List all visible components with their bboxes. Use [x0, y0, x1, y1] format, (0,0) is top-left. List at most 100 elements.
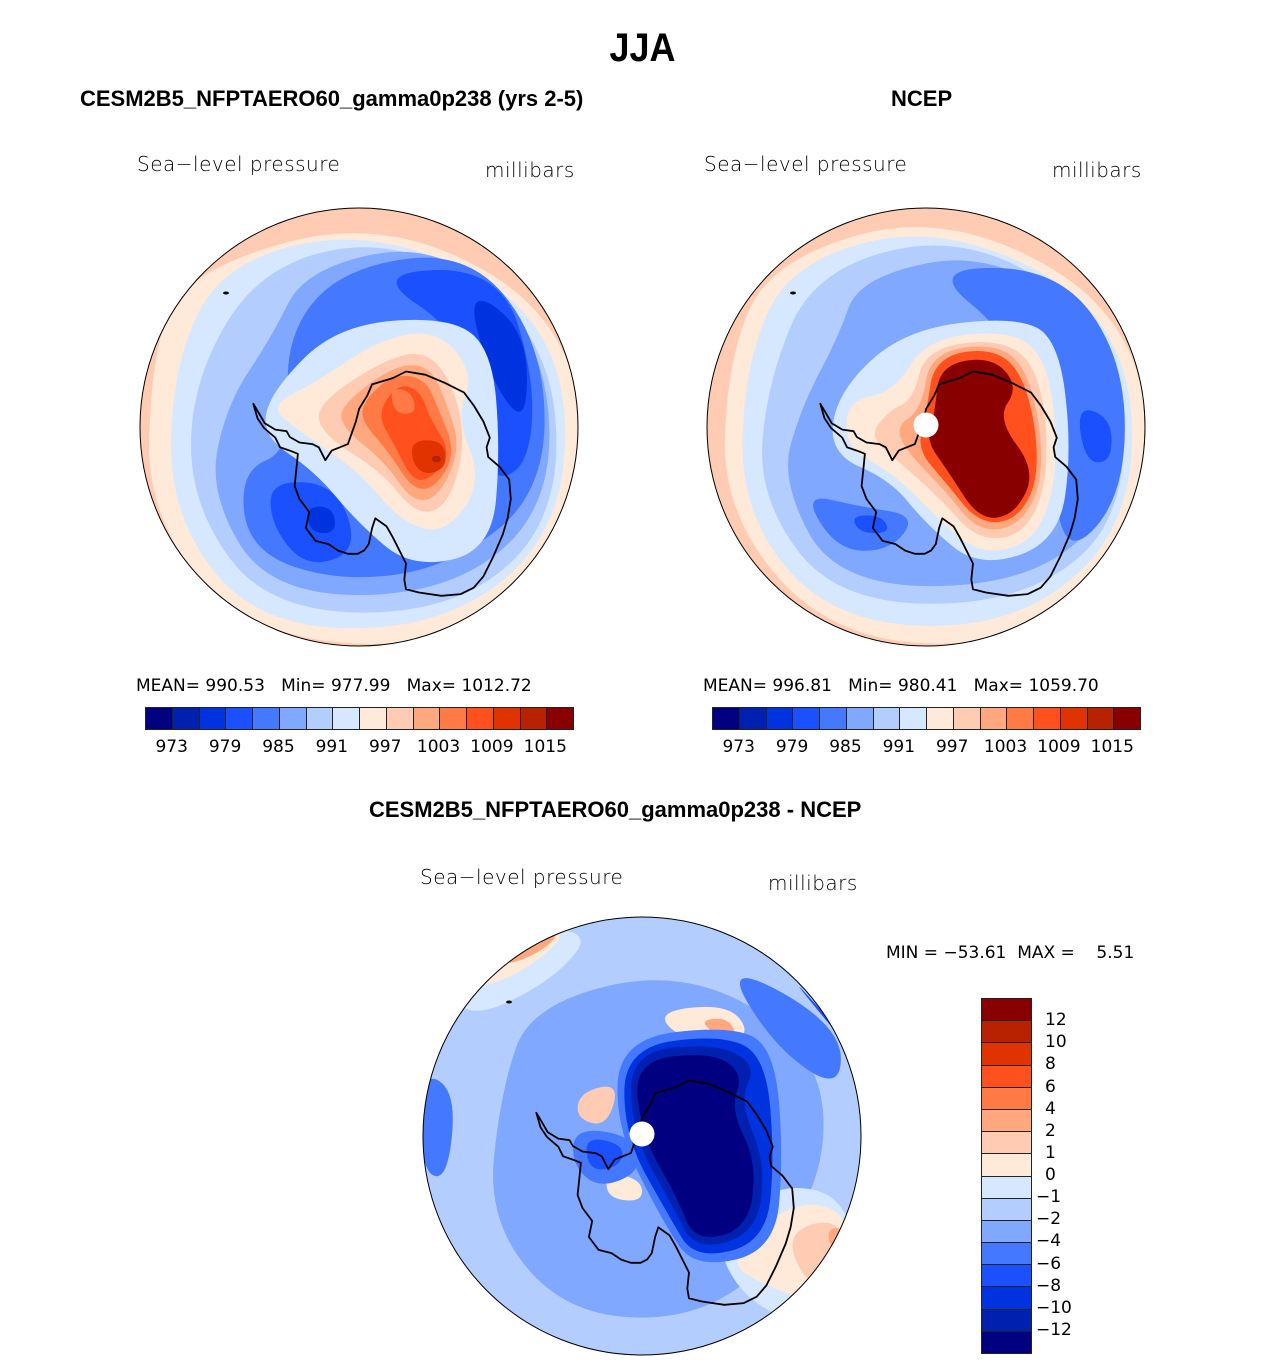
- colorbar-tick-label: −8: [1036, 1275, 1062, 1296]
- colorbar-tick-label: −12: [1036, 1319, 1072, 1340]
- colorbar-swatch: [846, 708, 874, 729]
- colorbar-tick-label: 997: [368, 737, 402, 757]
- contour-band: [577, 1086, 615, 1124]
- panel1-title: CESM2B5_NFPTAERO60_gamma0p238 (yrs 2-5): [80, 86, 584, 111]
- panel2-max-label: Max=: [973, 676, 1024, 696]
- contour-band: [637, 1055, 754, 1237]
- panel3-colorbar-ticks: 12 10 8 6 4 2 1 0 −1 −2 −4 −6 −8 −10 −12: [1036, 998, 1096, 1352]
- panel2-colorbar-ticks: 973 979 985 991 997 1003 1009 1015: [712, 737, 1139, 757]
- colorbar-tick-label: −2: [1036, 1209, 1062, 1230]
- colorbar-swatch: [493, 708, 521, 729]
- panel1-colorbar-ticks: 973 979 985 991 997 1003 1009 1015: [145, 737, 572, 757]
- contour-band: [929, 359, 1030, 518]
- panel2-title: NCEP: [891, 86, 953, 111]
- colorbar-tick-label: 973: [722, 737, 755, 757]
- colorbar-tick-label: 1009: [1037, 737, 1081, 757]
- colorbar-tick-label: 10: [1045, 1032, 1067, 1053]
- panel2-mean-label: MEAN=: [703, 676, 767, 696]
- contour-band: [412, 440, 446, 473]
- colorbar-swatch: [982, 1043, 1031, 1066]
- panel1-variable-label: Sea−level pressure: [137, 152, 341, 176]
- colorbar-swatch: [982, 1265, 1031, 1288]
- colorbar-swatch: [982, 1087, 1031, 1110]
- panel2-variable-label: Sea−level pressure: [704, 152, 908, 176]
- panel1-units-label: millibars: [485, 158, 575, 182]
- colorbar-swatch: [982, 1065, 1031, 1088]
- colorbar-swatch: [172, 708, 200, 729]
- antarctica-coastline: [819, 370, 1079, 597]
- panel2-stats: MEAN= 996.81 Min= 980.41 Max= 1059.70: [703, 676, 1099, 696]
- colorbar-tick-label: 1003: [983, 737, 1028, 757]
- contour-band: [854, 515, 888, 534]
- panel3-max-value: 5.51: [1096, 943, 1135, 963]
- colorbar-swatch: [467, 708, 494, 729]
- colorbar-swatch: [146, 708, 173, 729]
- panel2-max-value: 1059.70: [1028, 676, 1099, 696]
- panel1-min-value: 977.99: [330, 676, 391, 696]
- colorbar-swatch: [253, 708, 280, 729]
- island: [506, 1000, 512, 1004]
- colorbar-tick-label: 985: [262, 737, 295, 757]
- colorbar-swatch: [1087, 708, 1115, 729]
- panel3-min-value: −53.61: [943, 943, 1007, 963]
- colorbar-swatch: [982, 1331, 1031, 1353]
- colorbar-tick-label: 1015: [523, 737, 567, 757]
- colorbar-swatch: [820, 708, 847, 729]
- colorbar-tick-label: 979: [208, 737, 242, 757]
- colorbar-tick-label: 8: [1045, 1054, 1056, 1075]
- pole-mask: [629, 1121, 655, 1147]
- colorbar-swatch: [739, 708, 767, 729]
- panel3-variable-label: Sea−level pressure: [420, 865, 624, 889]
- figure-title: JJA: [609, 26, 676, 70]
- panel1-mean-value: 990.53: [205, 676, 265, 696]
- colorbar-swatch: [873, 708, 901, 729]
- colorbar-tick-label: 1003: [416, 737, 461, 757]
- panel2-min-label: Min=: [848, 676, 893, 696]
- panel2-min-value: 980.41: [897, 676, 958, 696]
- panel3-stats: MIN = −53.61 MAX = 5.51: [886, 943, 1134, 963]
- colorbar-tick-label: 1009: [470, 737, 514, 757]
- colorbar-tick-label: 4: [1045, 1098, 1056, 1119]
- antarctica-coastline: [535, 1079, 795, 1306]
- contour-band: [739, 978, 841, 1079]
- colorbar-tick-label: 991: [882, 737, 916, 757]
- panel1-map: [139, 207, 579, 647]
- colorbar-tick-label: 1015: [1090, 737, 1134, 757]
- colorbar-swatch: [982, 1176, 1031, 1199]
- contour-band: [391, 389, 415, 414]
- colorbar-tick-label: 973: [155, 737, 188, 757]
- colorbar-swatch: [766, 708, 794, 729]
- panel1-min-label: Min=: [281, 676, 326, 696]
- colorbar-tick-label: 6: [1045, 1076, 1056, 1097]
- panel1-stats: MEAN= 990.53 Min= 977.99 Max= 1012.72: [136, 676, 532, 696]
- colorbar-swatch: [982, 1243, 1031, 1266]
- colorbar-tick-label: 979: [775, 737, 809, 757]
- map-boundary: [706, 207, 1146, 647]
- panel2-map: [706, 207, 1146, 647]
- colorbar-swatch: [1034, 708, 1061, 729]
- colorbar-swatch: [440, 708, 467, 729]
- colorbar-tick-label: −1: [1036, 1187, 1062, 1208]
- panel3-max-label: MAX =: [1017, 943, 1075, 963]
- colorbar-swatch: [520, 708, 548, 729]
- panel1-colorbar: [145, 707, 574, 730]
- colorbar-swatch: [900, 708, 927, 729]
- colorbar-swatch: [226, 708, 253, 729]
- colorbar-swatch: [1114, 708, 1140, 729]
- panel2-colorbar: [712, 707, 1141, 730]
- colorbar-tick-label: −4: [1036, 1231, 1062, 1252]
- contour-band: [431, 455, 441, 463]
- map-boundary: [139, 207, 579, 647]
- colorbar-swatch: [927, 708, 954, 729]
- colorbar-swatch: [547, 708, 573, 729]
- colorbar-swatch: [199, 708, 227, 729]
- panel3-title: CESM2B5_NFPTAERO60_gamma0p238 - NCEP: [369, 797, 862, 822]
- panel1-mean-label: MEAN=: [136, 676, 200, 696]
- colorbar-swatch: [1007, 708, 1034, 729]
- contour-band: [828, 1228, 860, 1276]
- colorbar-tick-label: 985: [829, 737, 862, 757]
- colorbar-swatch: [360, 708, 387, 729]
- colorbar-tick-label: 2: [1045, 1120, 1056, 1141]
- colorbar-tick-label: −6: [1036, 1253, 1062, 1274]
- colorbar-swatch: [306, 708, 334, 729]
